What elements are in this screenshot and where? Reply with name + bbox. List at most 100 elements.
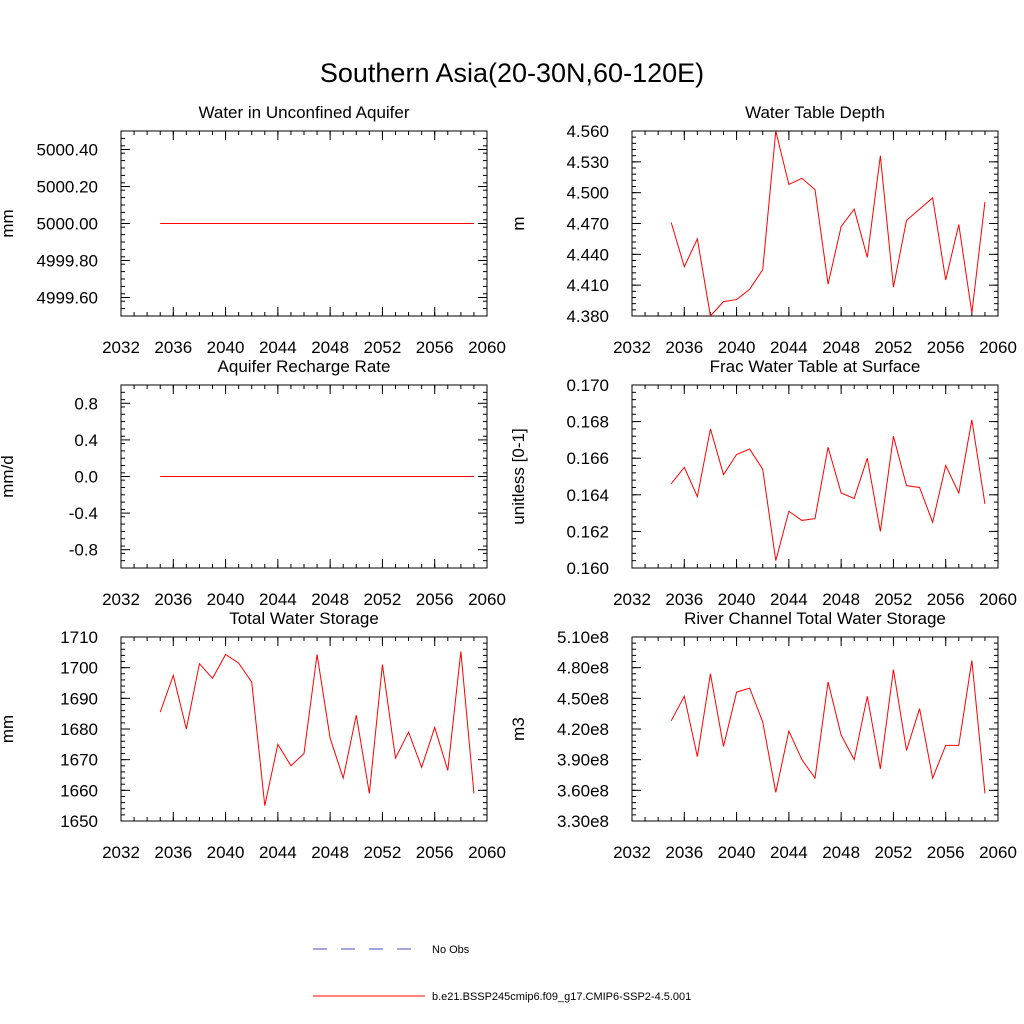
x-tick-label: 2048: [822, 590, 860, 609]
y-tick-label: 4999.80: [37, 252, 98, 271]
y-tick-label: 5000.00: [37, 215, 98, 234]
x-tick-label: 2060: [979, 843, 1017, 862]
x-tick-label: 2044: [259, 843, 297, 862]
x-tick-label: 2036: [154, 590, 192, 609]
x-tick-label: 2056: [927, 590, 965, 609]
y-tick-label: 4.530: [566, 153, 609, 172]
x-tick-label: 2048: [311, 338, 349, 357]
y-tick-label: 1710: [60, 628, 98, 647]
panel-water-table-depth: 2032 2036 2040 2044 2048 2052 2056 2060 4.380 4.4…: [509, 103, 1017, 357]
y-axis-label: m: [509, 216, 528, 230]
y-tick-label: 0.160: [566, 559, 609, 578]
series-line: [670, 419, 986, 561]
y-tick-label: 1670: [60, 751, 98, 770]
x-tick-label: 2036: [665, 338, 703, 357]
plot-frame: [120, 636, 488, 822]
y-axis-label: mm/d: [0, 455, 17, 498]
x-tick-label: 2032: [102, 843, 140, 862]
panel-river-channel-total-water-storage: 2032 2036 2040 2044 2048 2052 2056 2060 3.30e8 3.…: [509, 609, 1017, 862]
x-tick-label: 2048: [311, 843, 349, 862]
y-tick-label: 0.0: [74, 468, 98, 487]
y-tick-label: 5.10e8: [557, 628, 609, 647]
x-tick-label: 2052: [875, 843, 913, 862]
x-tick-label: 2036: [665, 843, 703, 862]
legend: No Obs b.e21.BSSP245cmip6.f09_g17.CMIP6-…: [313, 944, 691, 1003]
panel-title: Aquifer Recharge Rate: [218, 357, 391, 376]
x-tick-label: 2040: [718, 338, 756, 357]
y-tick-label: 0.4: [74, 431, 98, 450]
y-tick-label: 4.560: [566, 122, 609, 141]
x-tick-label: 2048: [822, 843, 860, 862]
x-tick-label: 2032: [102, 590, 140, 609]
y-tick-label: 1680: [60, 720, 98, 739]
panel-aquifer-recharge-rate: 2032 2036 2040 2044 2048 2052 2056 2060 -0.8 -0.4…: [0, 357, 506, 609]
x-tick-label: 2056: [416, 843, 454, 862]
series-line: [670, 130, 986, 318]
x-tick-label: 2032: [613, 590, 651, 609]
x-tick-label: 2040: [718, 843, 756, 862]
x-tick-label: 2052: [875, 338, 913, 357]
x-tick-label: 2056: [927, 338, 965, 357]
x-tick-label: 2044: [770, 843, 808, 862]
plot-frame: [631, 636, 999, 822]
x-tick-label: 2036: [154, 338, 192, 357]
figure-title: Southern Asia(20-30N,60-120E): [320, 58, 704, 88]
y-tick-label: 3.90e8: [557, 751, 609, 770]
panel-title: Frac Water Table at Surface: [710, 357, 921, 376]
y-tick-label: 0.170: [566, 376, 609, 395]
x-tick-label: 2056: [416, 338, 454, 357]
x-tick-label: 2040: [207, 843, 245, 862]
x-tick-label: 2052: [364, 338, 402, 357]
x-tick-label: 2052: [875, 590, 913, 609]
series-line: [670, 660, 986, 794]
x-tick-label: 2044: [259, 338, 297, 357]
x-tick-label: 2060: [979, 338, 1017, 357]
y-tick-label: 4.410: [566, 276, 609, 295]
legend-label-no-obs: No Obs: [432, 944, 470, 956]
panels: 2032 2036 2040 2044 2048 2052 2056 2060 4999.60 4…: [0, 103, 1017, 862]
panel-title: Water Table Depth: [745, 103, 885, 122]
y-tick-label: -0.8: [69, 541, 98, 560]
y-tick-label: 1660: [60, 781, 98, 800]
y-tick-label: 0.8: [74, 394, 98, 413]
x-tick-label: 2036: [154, 843, 192, 862]
x-tick-label: 2044: [259, 590, 297, 609]
x-tick-label: 2048: [822, 338, 860, 357]
y-tick-label: 0.166: [566, 449, 609, 468]
panel-title: Water in Unconfined Aquifer: [198, 103, 409, 122]
y-tick-label: 4.50e8: [557, 689, 609, 708]
y-tick-label: 4.80e8: [557, 659, 609, 678]
y-tick-label: 3.30e8: [557, 812, 609, 831]
x-tick-label: 2044: [770, 590, 808, 609]
panel-frac-water-table-at-surface: 2032 2036 2040 2044 2048 2052 2056 2060 0.160 0.1…: [509, 357, 1017, 609]
x-tick-label: 2036: [665, 590, 703, 609]
x-tick-label: 2032: [613, 338, 651, 357]
plot-frame: [631, 130, 999, 317]
y-tick-label: 5000.40: [37, 141, 98, 160]
y-tick-label: 5000.20: [37, 178, 98, 197]
y-tick-label: 1700: [60, 659, 98, 678]
y-tick-label: 4.20e8: [557, 720, 609, 739]
panel-total-water-storage: 2032 2036 2040 2044 2048 2052 2056 2060 1650 1660…: [0, 609, 506, 862]
y-tick-label: -0.4: [69, 504, 98, 523]
x-tick-label: 2060: [979, 590, 1017, 609]
legend-label-model-run: b.e21.BSSP245cmip6.f09_g17.CMIP6-SSP2-4.…: [432, 991, 691, 1003]
x-tick-label: 2056: [416, 590, 454, 609]
y-tick-label: 4.440: [566, 245, 609, 264]
y-tick-label: 0.162: [566, 522, 609, 541]
y-axis-label: unitless [0-1]: [509, 428, 528, 524]
y-tick-label: 0.164: [566, 486, 609, 505]
x-tick-label: 2060: [468, 338, 506, 357]
y-tick-label: 4999.60: [37, 289, 98, 308]
x-tick-label: 2060: [468, 843, 506, 862]
panel-title: River Channel Total Water Storage: [684, 609, 946, 628]
x-tick-label: 2052: [364, 590, 402, 609]
x-tick-label: 2056: [927, 843, 965, 862]
y-tick-label: 4.380: [566, 307, 609, 326]
y-tick-label: 4.500: [566, 184, 609, 203]
x-tick-label: 2044: [770, 338, 808, 357]
x-tick-label: 2048: [311, 590, 349, 609]
panel-water-in-unconfined-aquifer: 2032 2036 2040 2044 2048 2052 2056 2060 4999.60 4…: [0, 103, 506, 357]
y-tick-label: 1650: [60, 812, 98, 831]
y-tick-label: 4.470: [566, 215, 609, 234]
